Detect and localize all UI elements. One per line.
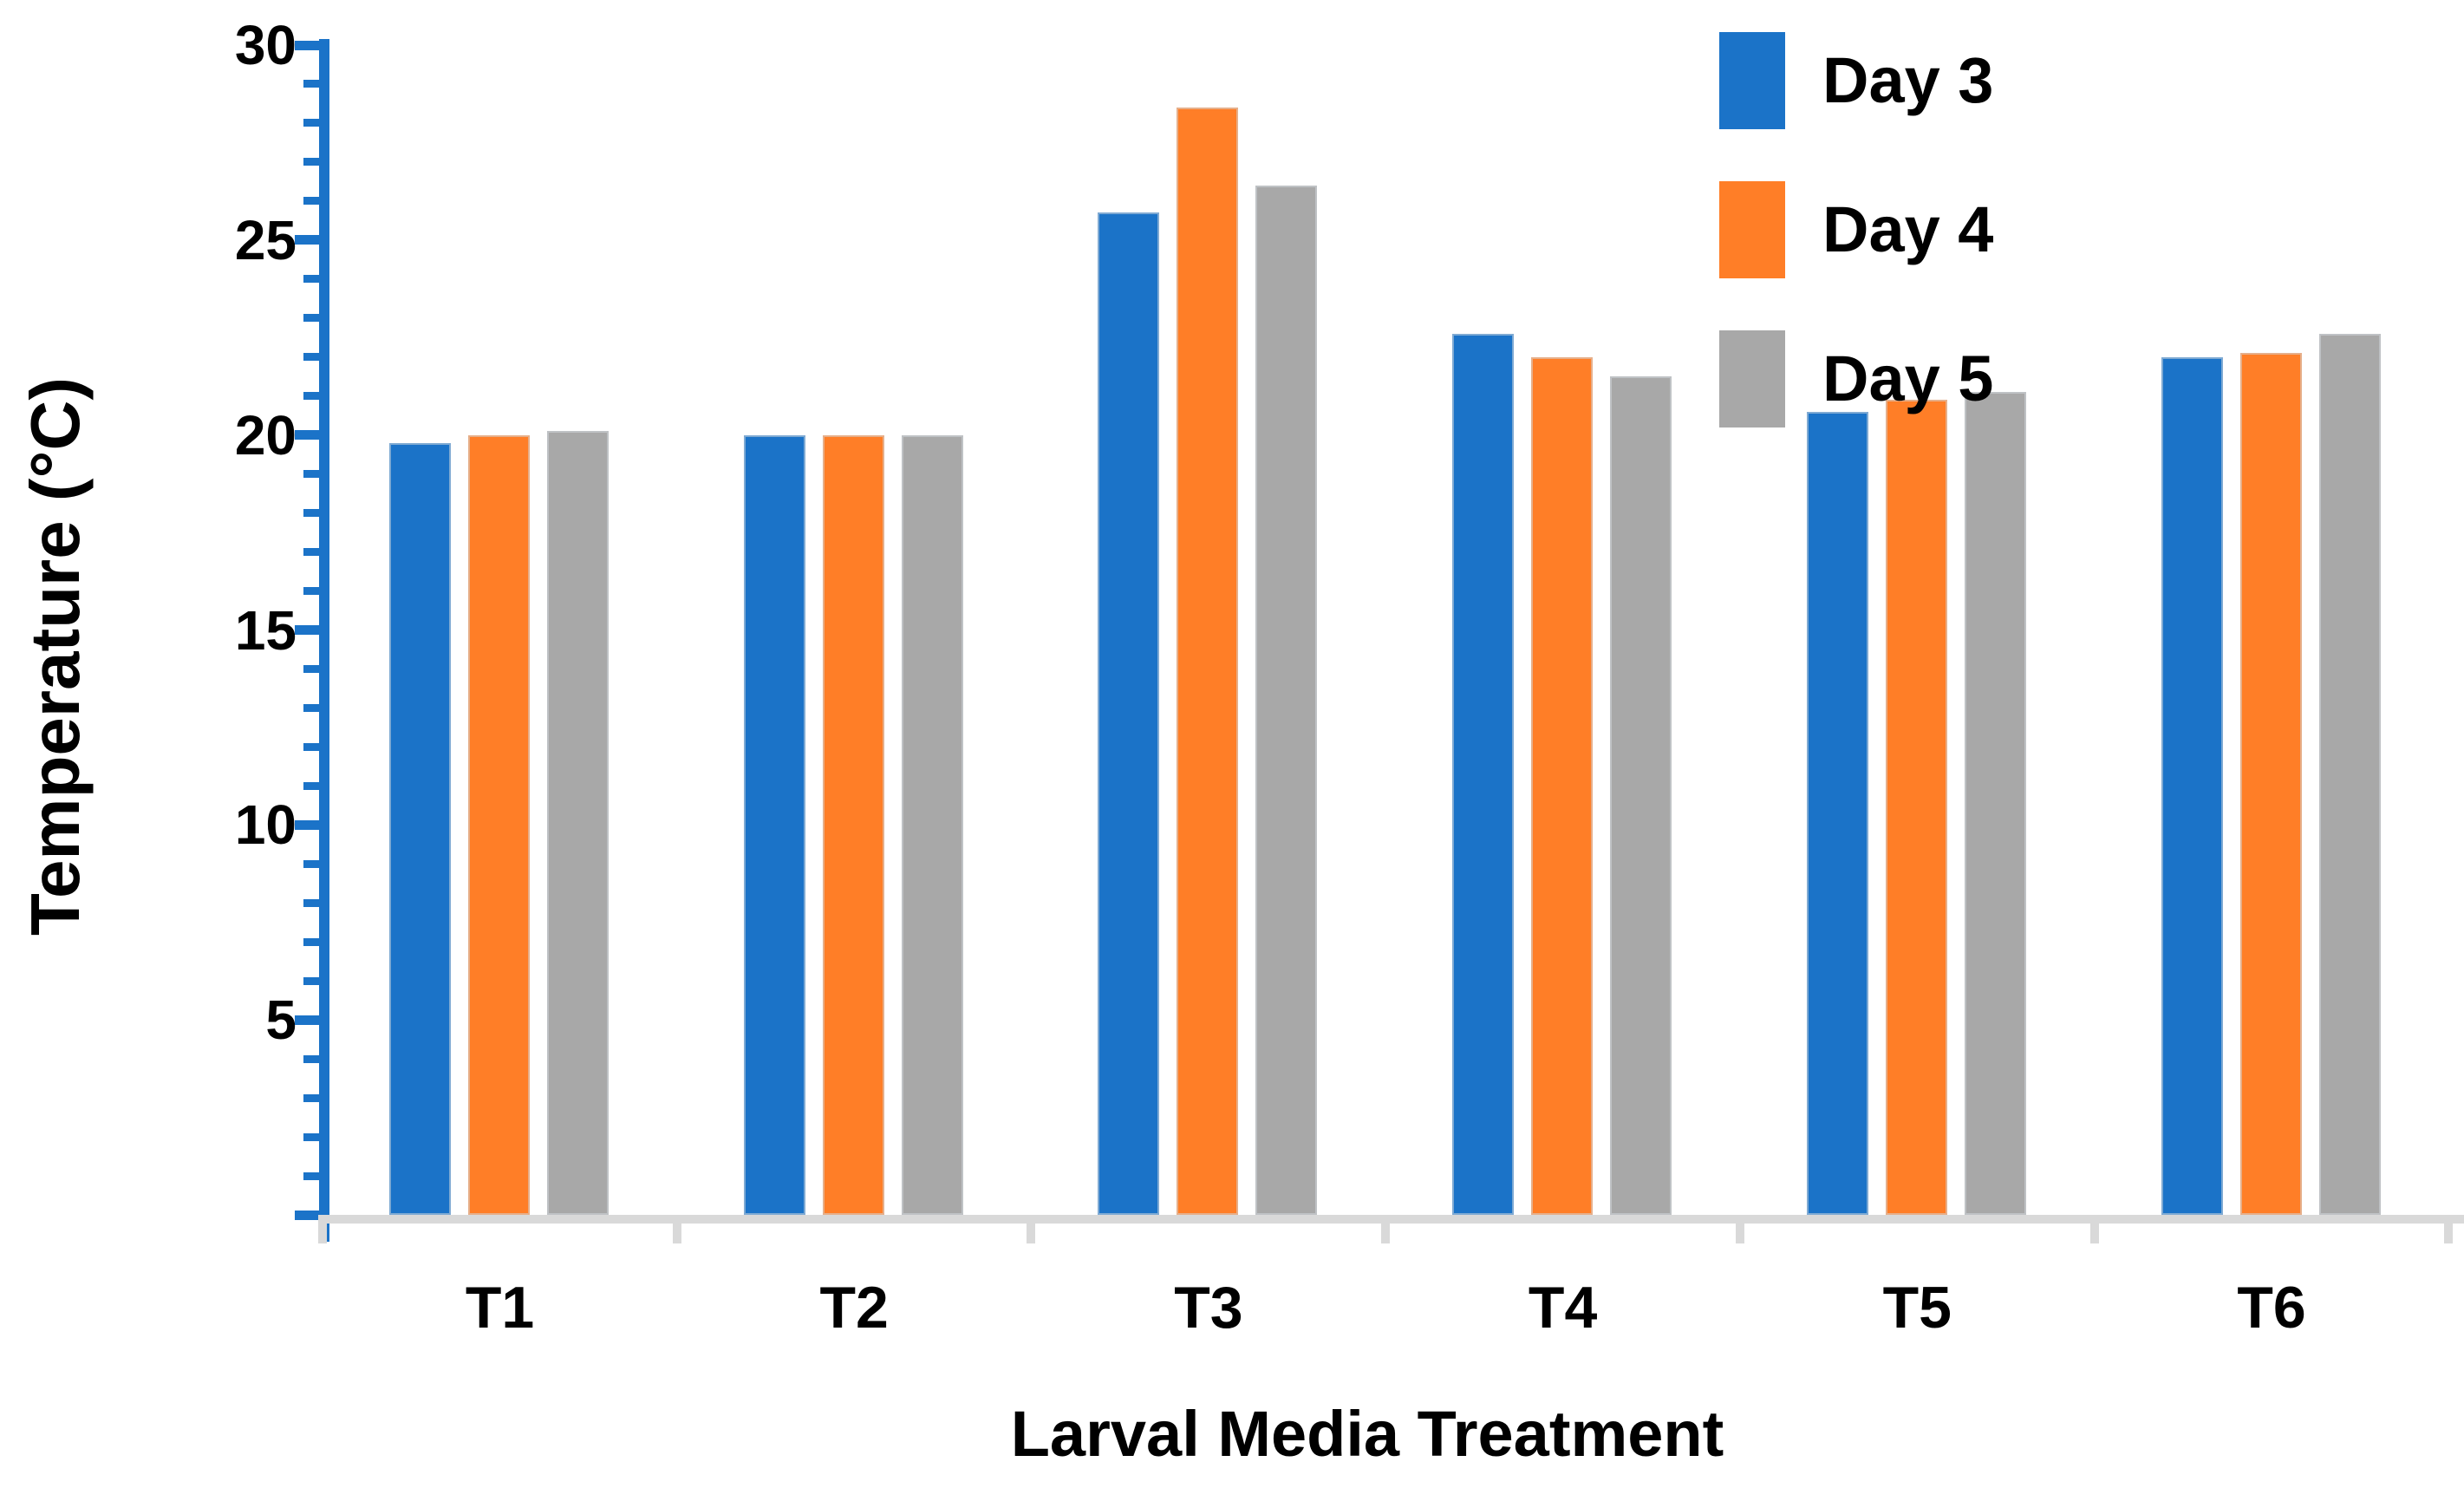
x-boundary-tick: [2089, 1215, 2099, 1243]
y-minor-tick: [303, 703, 323, 712]
bar-t2-day4: [822, 434, 884, 1215]
y-minor-tick: [303, 1132, 323, 1141]
legend-swatch-day5: [1719, 330, 1785, 427]
x-category-label-t5: T5: [1882, 1275, 1952, 1341]
y-tick-label: 25: [234, 208, 297, 271]
y-major-tick: [295, 625, 323, 635]
y-minor-tick: [303, 587, 323, 596]
bar-t5-day4: [1885, 400, 1947, 1215]
x-category-label-t2: T2: [819, 1275, 889, 1341]
y-minor-tick: [303, 1093, 323, 1102]
y-tick-label: 15: [234, 598, 297, 662]
y-minor-tick: [303, 781, 323, 790]
x-category-label-t1: T1: [465, 1275, 535, 1341]
bar-t3-day5: [1255, 185, 1318, 1215]
legend-label-day5: Day 5: [1822, 343, 1994, 414]
legend-swatch-day4: [1719, 181, 1785, 278]
bar-t1-day4: [468, 434, 530, 1215]
legend-label-day3: Day 3: [1822, 44, 1994, 116]
y-minor-tick: [303, 470, 323, 479]
y-minor-tick: [303, 742, 323, 751]
x-category-label-t6: T6: [2237, 1275, 2306, 1341]
x-boundary-tick: [672, 1215, 681, 1243]
y-minor-tick: [303, 509, 323, 518]
bar-t3-day3: [1098, 212, 1160, 1215]
bar-t5-day3: [1806, 411, 1868, 1215]
y-axis-title: Temperature (°C): [16, 377, 94, 936]
bar-t3-day4: [1177, 107, 1239, 1215]
bar-t5-day5: [1964, 392, 2026, 1215]
y-minor-tick: [303, 158, 323, 166]
x-category-label-t4: T4: [1528, 1275, 1598, 1341]
y-minor-tick: [303, 119, 323, 127]
bar-t2-day3: [743, 434, 805, 1215]
y-tick-label: 30: [234, 14, 297, 76]
y-minor-tick: [303, 898, 323, 907]
y-minor-tick: [303, 392, 323, 401]
x-category-label-t3: T3: [1174, 1275, 1243, 1341]
bar-t1-day3: [389, 442, 451, 1215]
bar-t6-day3: [2161, 356, 2223, 1215]
x-boundary-tick: [1027, 1215, 1036, 1243]
y-minor-tick: [303, 80, 323, 88]
x-boundary-tick: [1381, 1215, 1391, 1243]
y-minor-tick: [303, 859, 323, 868]
y-minor-tick: [303, 353, 323, 362]
y-tick-label: 5: [265, 989, 297, 1052]
y-minor-tick: [303, 548, 323, 557]
y-major-tick: [295, 40, 323, 50]
x-boundary-tick: [2444, 1215, 2454, 1243]
legend-label-day4: Day 4: [1822, 193, 1994, 265]
legend-swatch-day3: [1719, 32, 1785, 129]
y-minor-tick: [303, 664, 323, 673]
bar-t6-day5: [2318, 333, 2381, 1215]
y-minor-tick: [303, 1054, 323, 1063]
x-axis-baseline: [319, 1215, 2464, 1224]
y-minor-tick: [303, 1171, 323, 1180]
x-boundary-tick: [1735, 1215, 1744, 1243]
y-minor-tick: [303, 976, 323, 985]
y-major-tick: [295, 1210, 323, 1220]
y-minor-tick: [303, 197, 323, 206]
y-major-tick: [295, 819, 323, 830]
y-major-tick: [295, 235, 323, 245]
bar-t4-day4: [1531, 356, 1594, 1215]
x-axis-title: Larval Media Treatment: [1010, 1398, 1724, 1470]
bar-t4-day5: [1610, 376, 1672, 1215]
y-tick-label: 20: [234, 403, 297, 467]
bar-t1-day5: [547, 431, 609, 1215]
y-major-tick: [295, 430, 323, 441]
y-minor-tick: [303, 314, 323, 323]
bar-t6-day4: [2239, 353, 2302, 1215]
bar-t2-day5: [901, 434, 963, 1215]
y-minor-tick: [303, 937, 323, 946]
bar-t4-day3: [1452, 333, 1515, 1215]
y-minor-tick: [303, 275, 323, 284]
y-tick-label: 10: [234, 793, 297, 857]
y-major-tick: [295, 1015, 323, 1025]
x-boundary-tick: [318, 1215, 327, 1243]
